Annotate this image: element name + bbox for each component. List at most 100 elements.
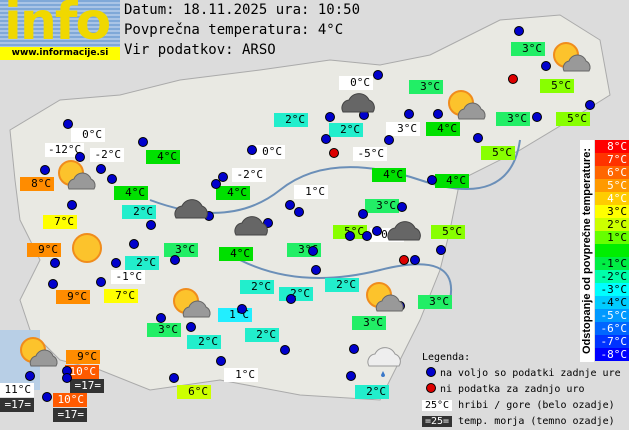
station-dot[interactable]: [42, 392, 52, 402]
station-temperature[interactable]: -12°C: [45, 143, 85, 157]
station-temperature[interactable]: 4°C: [146, 150, 180, 164]
station-dot[interactable]: [427, 175, 437, 185]
station-temperature[interactable]: =17=: [0, 398, 34, 412]
station-temperature[interactable]: =17=: [53, 408, 87, 422]
station-dot[interactable]: [397, 202, 407, 212]
station-dot[interactable]: [514, 26, 524, 36]
station-temperature[interactable]: 4°C: [114, 186, 148, 200]
station-temperature[interactable]: 9°C: [27, 243, 61, 257]
station-temperature[interactable]: 8°C: [20, 177, 54, 191]
station-temperature[interactable]: -5°C: [353, 147, 387, 161]
station-temperature[interactable]: 1°C: [294, 185, 328, 199]
station-temperature[interactable]: 4°C: [435, 174, 469, 188]
station-dot[interactable]: [25, 371, 35, 381]
station-dot[interactable]: [263, 218, 273, 228]
station-dot[interactable]: [473, 133, 483, 143]
station-temperature[interactable]: 3°C: [496, 112, 530, 126]
station-dot[interactable]: [146, 220, 156, 230]
station-dot[interactable]: [325, 112, 335, 122]
station-dot[interactable]: [410, 255, 420, 265]
station-dot[interactable]: [349, 344, 359, 354]
station-dot[interactable]: [67, 200, 77, 210]
station-temperature[interactable]: 3°C: [365, 199, 399, 213]
station-temperature[interactable]: 4°C: [372, 168, 406, 182]
station-dot[interactable]: [404, 109, 414, 119]
station-dot[interactable]: [156, 313, 166, 323]
station-temperature[interactable]: 2°C: [122, 205, 156, 219]
station-dot[interactable]: [532, 112, 542, 122]
station-temperature[interactable]: 11°C: [0, 383, 34, 397]
station-temperature[interactable]: 5°C: [556, 112, 590, 126]
station-temperature[interactable]: 4°C: [216, 186, 250, 200]
station-dot[interactable]: [96, 277, 106, 287]
station-dot[interactable]: [63, 119, 73, 129]
station-temperature[interactable]: 3°C: [386, 122, 420, 136]
station-dot[interactable]: [218, 172, 228, 182]
station-temperature[interactable]: 3°C: [511, 42, 545, 56]
station-dot[interactable]: [170, 255, 180, 265]
station-dot[interactable]: [585, 100, 595, 110]
station-dot-missing[interactable]: [399, 255, 409, 265]
station-temperature[interactable]: 0°C: [71, 128, 105, 142]
station-dot[interactable]: [433, 109, 443, 119]
station-temperature[interactable]: 7°C: [104, 289, 138, 303]
station-temperature[interactable]: 5°C: [540, 79, 574, 93]
station-dot[interactable]: [211, 179, 221, 189]
station-temperature[interactable]: 2°C: [355, 385, 389, 399]
station-dot[interactable]: [286, 294, 296, 304]
station-temperature[interactable]: 2°C: [279, 287, 313, 301]
station-temperature[interactable]: 4°C: [426, 122, 460, 136]
station-dot[interactable]: [321, 134, 331, 144]
station-dot[interactable]: [186, 322, 196, 332]
station-temperature[interactable]: 10°C: [65, 365, 99, 379]
station-dot[interactable]: [50, 258, 60, 268]
station-dot[interactable]: [138, 137, 148, 147]
station-temperature[interactable]: 0°C: [339, 76, 373, 90]
station-temperature[interactable]: 9°C: [66, 350, 100, 364]
station-dot[interactable]: [111, 258, 121, 268]
station-dot[interactable]: [129, 239, 139, 249]
station-temperature[interactable]: 3°C: [164, 243, 198, 257]
station-temperature[interactable]: 1°C: [224, 368, 258, 382]
station-temperature[interactable]: 7°C: [43, 215, 77, 229]
station-temperature[interactable]: 10°C: [53, 393, 87, 407]
station-temperature[interactable]: 3°C: [147, 323, 181, 337]
station-temperature[interactable]: 6°C: [177, 385, 211, 399]
station-temperature[interactable]: 9°C: [56, 290, 90, 304]
station-temperature[interactable]: -2°C: [90, 148, 124, 162]
logo[interactable]: info www.informacije.si: [0, 0, 120, 60]
station-dot[interactable]: [280, 345, 290, 355]
station-dot[interactable]: [384, 135, 394, 145]
station-dot[interactable]: [362, 231, 372, 241]
station-dot[interactable]: [311, 265, 321, 275]
station-temperature[interactable]: =17=: [70, 379, 104, 393]
station-dot[interactable]: [541, 61, 551, 71]
station-dot[interactable]: [216, 356, 226, 366]
station-dot[interactable]: [358, 209, 368, 219]
station-temperature[interactable]: 1°C: [218, 308, 252, 322]
station-dot-missing[interactable]: [329, 148, 339, 158]
station-temperature[interactable]: 2°C: [125, 256, 159, 270]
station-temperature[interactable]: 2°C: [240, 280, 274, 294]
station-temperature[interactable]: 5°C: [481, 146, 515, 160]
station-dot[interactable]: [107, 174, 117, 184]
station-dot[interactable]: [48, 279, 58, 289]
station-dot[interactable]: [372, 226, 382, 236]
station-temperature[interactable]: 4°C: [219, 247, 253, 261]
station-dot[interactable]: [346, 371, 356, 381]
station-temperature[interactable]: 2°C: [245, 328, 279, 342]
station-temperature[interactable]: 3°C: [409, 80, 443, 94]
station-dot[interactable]: [373, 70, 383, 80]
station-temperature[interactable]: 2°C: [187, 335, 221, 349]
station-dot[interactable]: [62, 373, 72, 383]
station-temperature[interactable]: 0°C: [251, 145, 285, 159]
station-dot[interactable]: [285, 200, 295, 210]
station-dot[interactable]: [308, 246, 318, 256]
station-temperature[interactable]: 3°C: [418, 295, 452, 309]
station-temperature[interactable]: -2°C: [232, 168, 266, 182]
station-dot[interactable]: [436, 245, 446, 255]
station-temperature[interactable]: 2°C: [329, 123, 363, 137]
station-dot[interactable]: [294, 207, 304, 217]
station-dot[interactable]: [96, 164, 106, 174]
station-temperature[interactable]: 5°C: [431, 225, 465, 239]
